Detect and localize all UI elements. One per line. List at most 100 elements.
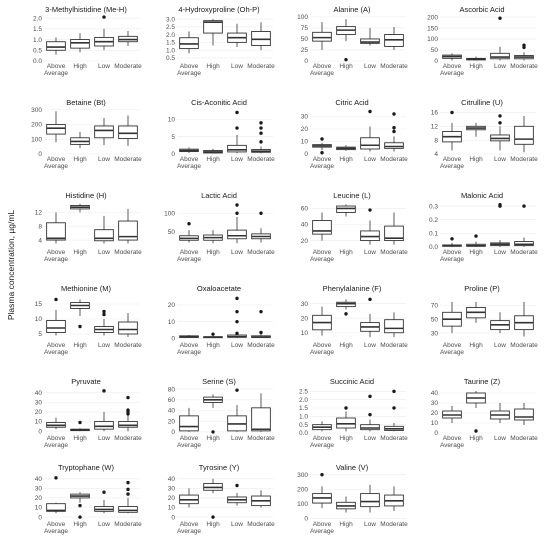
x-tick-label: Above <box>313 521 332 528</box>
x-tick-label: Low <box>364 156 376 163</box>
y-tick-label: 70 <box>431 303 439 310</box>
panel-title: Methionine (M) <box>61 284 112 293</box>
x-tick-label: High <box>206 342 220 349</box>
y-tick-label: 5 <box>171 134 175 141</box>
y-tick-label: 25 <box>301 47 309 54</box>
y-tick-label: 80 <box>168 386 176 393</box>
box <box>118 321 138 335</box>
x-tick-label: Above <box>443 249 462 256</box>
x-tick-label: Low <box>364 521 376 528</box>
x-tick-label: Above <box>180 342 199 349</box>
y-tick-label: 8 <box>38 223 42 230</box>
outlier-point <box>78 515 82 519</box>
y-tick-label: 30 <box>301 114 309 121</box>
panel-title: Tyrosine (Y) <box>199 463 240 472</box>
x-tick-label-line2: Average <box>440 442 464 449</box>
y-tick-label: 10 <box>168 319 176 326</box>
x-tick-label: High <box>339 521 353 528</box>
x-tick-label: Above <box>443 63 462 70</box>
y-tick-label: 0.0 <box>429 244 438 251</box>
x-tick-label: Low <box>364 435 376 442</box>
x-tick-label: Above <box>443 342 462 349</box>
x-tick-label: Moderate <box>114 249 142 256</box>
y-tick-label: 12 <box>35 210 43 217</box>
y-tick-label: 40 <box>35 476 43 483</box>
y-tick-label: 16 <box>431 110 439 117</box>
y-tick-label: 2.5 <box>166 24 175 31</box>
x-tick-label: High <box>73 63 87 70</box>
x-tick-label: Low <box>98 249 110 256</box>
x-tick-label: High <box>339 63 353 70</box>
y-tick-label: 50 <box>431 316 439 323</box>
y-tick-label: 20 <box>168 418 176 425</box>
box <box>312 220 332 235</box>
box <box>118 125 138 139</box>
x-tick-label: High <box>73 156 87 163</box>
y-tick-label: 10 <box>35 505 43 512</box>
box <box>514 125 534 145</box>
x-tick-label: Above <box>313 342 332 349</box>
outlier-point <box>450 110 454 115</box>
y-tick-label: 300 <box>297 472 308 479</box>
box <box>46 320 66 333</box>
panel-grid: 3-Methylhistidine (Me-H)0.00.51.01.52.0A… <box>31 5 538 535</box>
box <box>360 38 380 44</box>
x-tick-label-line2: Average <box>44 528 68 535</box>
x-tick-label: Moderate <box>510 342 538 349</box>
y-tick-label: 4 <box>434 151 438 158</box>
box <box>227 144 247 153</box>
outlier-point <box>320 473 324 477</box>
x-tick-label: Above <box>180 249 199 256</box>
outlier-point <box>102 15 106 19</box>
outlier-point <box>126 487 130 492</box>
x-tick-label: Moderate <box>510 156 538 163</box>
y-tick-label: 150 <box>427 25 438 32</box>
y-tick-label: 0 <box>304 151 308 158</box>
x-tick-label: Low <box>231 156 243 163</box>
x-tick-label: Low <box>494 342 506 349</box>
outlier-point <box>392 112 396 116</box>
y-tick-label: 0.5 <box>299 422 308 429</box>
box <box>46 222 66 241</box>
y-tick-label: 30 <box>35 486 43 493</box>
x-tick-label: Moderate <box>510 435 538 442</box>
outlier-point <box>259 211 263 215</box>
y-tick-label: 100 <box>427 36 438 43</box>
outlier-point <box>259 126 263 130</box>
x-tick-label: Low <box>494 249 506 256</box>
y-tick-label: 1.0 <box>166 47 175 54</box>
x-tick-label: Above <box>180 156 199 163</box>
x-tick-label: Low <box>98 435 110 442</box>
y-tick-label: 0.2 <box>429 217 438 224</box>
box <box>360 424 380 431</box>
y-tick-label: 50 <box>168 229 176 236</box>
y-tick-label: 0 <box>304 515 308 522</box>
y-tick-label: 100 <box>297 501 308 508</box>
outlier-point <box>211 430 215 434</box>
x-tick-label: Above <box>47 521 66 528</box>
panel-title: Taurine (Z) <box>464 377 501 386</box>
y-tick-label: 0.1 <box>429 231 438 238</box>
x-tick-label: Moderate <box>247 249 275 256</box>
y-tick-label: 60 <box>168 397 176 404</box>
y-tick-label: 100 <box>164 210 175 217</box>
outlier-point <box>211 515 215 519</box>
y-tick-label: 100 <box>31 136 42 143</box>
panel-title: Proline (P) <box>464 284 500 293</box>
outlier-point <box>54 297 58 302</box>
y-tick-label: 10 <box>301 139 309 146</box>
x-tick-label: Above <box>180 435 199 442</box>
x-tick-label: Above <box>47 342 66 349</box>
y-tick-label: 30 <box>301 301 309 308</box>
y-tick-label: 75 <box>301 25 309 32</box>
x-tick-label: Moderate <box>247 435 275 442</box>
